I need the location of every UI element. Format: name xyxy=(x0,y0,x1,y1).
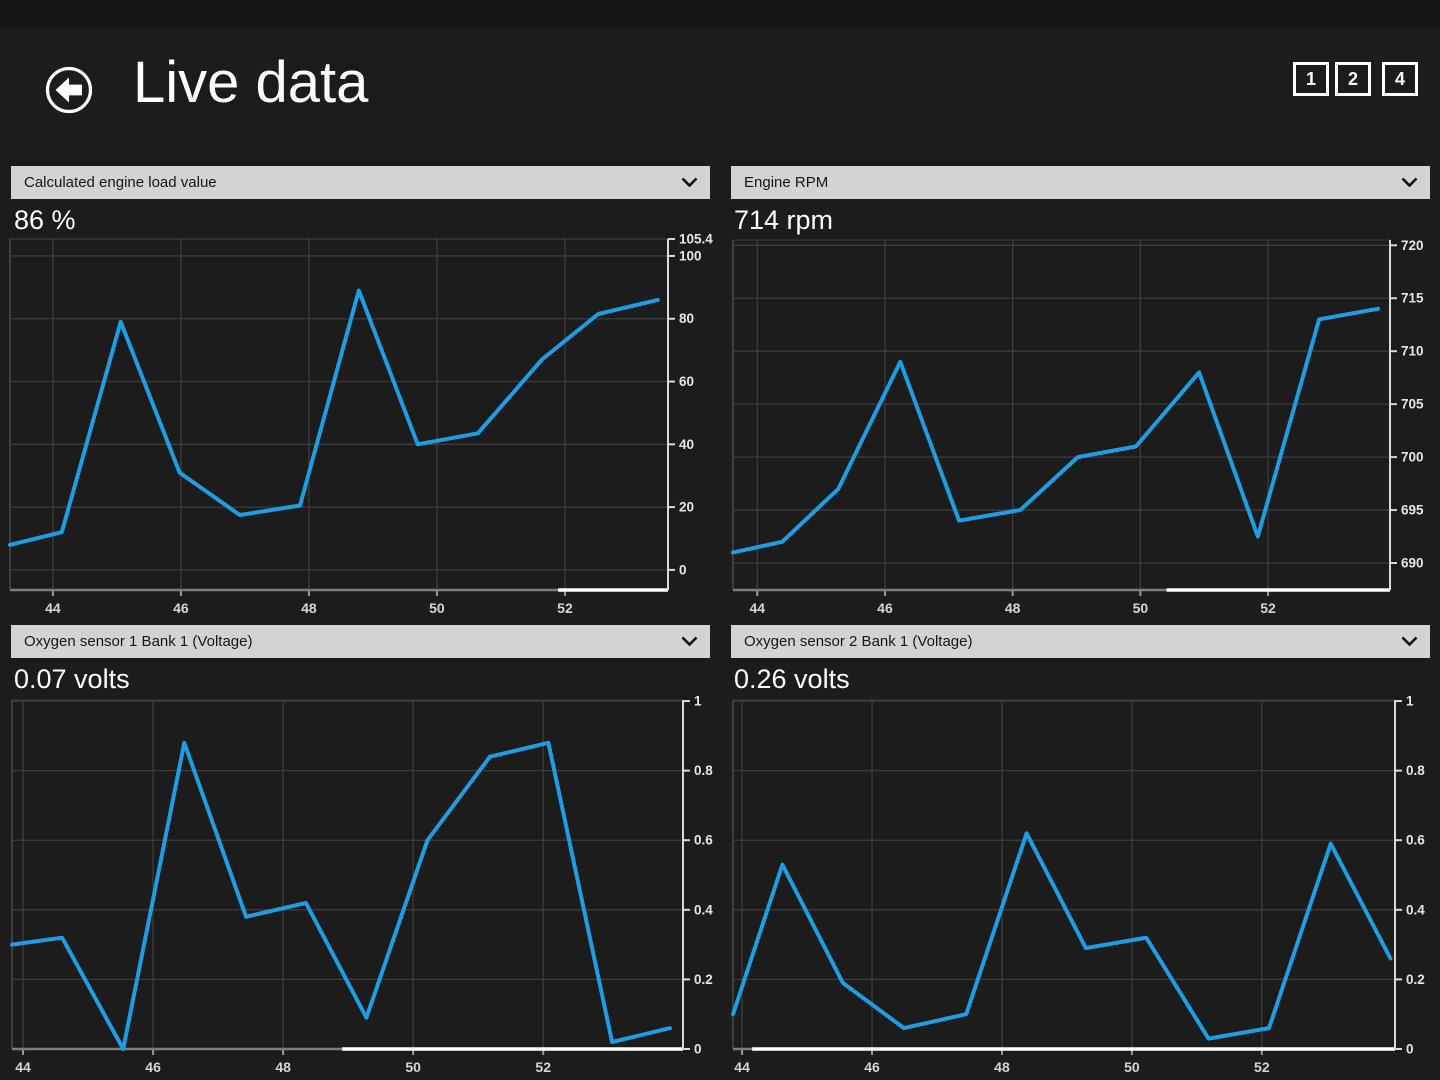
layout-4-button[interactable]: 4 xyxy=(1382,62,1418,96)
svg-text:46: 46 xyxy=(145,1059,161,1075)
svg-text:710: 710 xyxy=(1401,344,1424,359)
svg-text:44: 44 xyxy=(45,600,61,616)
svg-text:0.8: 0.8 xyxy=(694,763,713,778)
svg-text:1: 1 xyxy=(1406,694,1414,709)
svg-text:105.4: 105.4 xyxy=(679,232,713,247)
svg-text:50: 50 xyxy=(1124,1059,1140,1075)
series-line xyxy=(731,306,1380,555)
current-value-o2-sensor1: 0.07 volts xyxy=(14,664,130,694)
grid xyxy=(9,238,668,590)
svg-text:52: 52 xyxy=(535,1059,551,1075)
series-line xyxy=(731,831,1393,1041)
current-value-o2-sensor2: 0.26 volts xyxy=(734,664,850,694)
svg-text:695: 695 xyxy=(1401,503,1424,518)
svg-text:0.6: 0.6 xyxy=(694,833,713,848)
svg-text:1: 1 xyxy=(694,694,702,709)
series-line xyxy=(10,740,672,1051)
svg-text:44: 44 xyxy=(734,1059,750,1075)
window-top-strip xyxy=(0,0,1440,28)
back-icon xyxy=(45,66,93,114)
grid xyxy=(732,239,1390,590)
svg-text:52: 52 xyxy=(1254,1059,1270,1075)
svg-text:20: 20 xyxy=(679,500,694,515)
svg-text:46: 46 xyxy=(877,600,893,616)
chevron-down-icon xyxy=(1401,177,1418,188)
svg-text:48: 48 xyxy=(994,1059,1010,1075)
layout-4-label: 4 xyxy=(1394,68,1405,89)
y-axis: 0 0.2 0.4 0.6 0.8 1 xyxy=(682,694,713,1057)
svg-text:690: 690 xyxy=(1401,555,1424,570)
sensor-select-o2-sensor2[interactable]: Oxygen sensor 2 Bank 1 (Voltage) xyxy=(731,625,1430,658)
x-axis: 44 46 48 50 52 xyxy=(10,588,668,616)
chevron-down-icon xyxy=(681,636,698,647)
svg-text:0.4: 0.4 xyxy=(694,902,713,917)
chevron-down-icon xyxy=(681,177,698,188)
svg-text:48: 48 xyxy=(301,600,317,616)
sensor-select-engine-load[interactable]: Calculated engine load value xyxy=(11,166,710,199)
svg-text:700: 700 xyxy=(1401,450,1424,465)
svg-text:46: 46 xyxy=(173,600,189,616)
svg-text:50: 50 xyxy=(405,1059,421,1075)
svg-text:48: 48 xyxy=(275,1059,291,1075)
x-axis: 44 46 48 50 52 xyxy=(733,1047,1395,1075)
grid xyxy=(11,699,683,1050)
svg-text:0.2: 0.2 xyxy=(1406,972,1425,987)
svg-text:50: 50 xyxy=(1133,600,1149,616)
svg-text:720: 720 xyxy=(1401,238,1424,253)
chart-engine-rpm: 44 46 48 50 52 690 695 700 705 710 715 720 xyxy=(731,238,1424,616)
layout-1-button[interactable]: 1 xyxy=(1293,62,1329,96)
chart-o2-bank1-sensor2: 44 46 48 50 52 0 0.2 0.4 0.6 0.8 1 xyxy=(731,694,1425,1075)
layout-1-label: 1 xyxy=(1305,68,1316,89)
series-line xyxy=(8,288,660,547)
svg-text:44: 44 xyxy=(15,1059,31,1075)
svg-text:0.8: 0.8 xyxy=(1406,763,1425,778)
sensor-select-label: Engine RPM xyxy=(744,174,829,191)
x-axis: 44 46 48 50 52 xyxy=(733,588,1390,616)
svg-text:0.4: 0.4 xyxy=(1406,902,1425,917)
back-button[interactable] xyxy=(45,66,93,114)
y-axis: 690 695 700 705 710 715 720 xyxy=(1389,238,1424,590)
sensor-select-engine-rpm[interactable]: Engine RPM xyxy=(731,166,1430,199)
sensor-select-label: Oxygen sensor 1 Bank 1 (Voltage) xyxy=(24,633,253,650)
svg-text:52: 52 xyxy=(1260,600,1276,616)
svg-text:0: 0 xyxy=(694,1042,702,1057)
chart-o2-bank1-sensor1: 44 46 48 50 52 0 0.2 0.4 0.6 0.8 1 xyxy=(10,694,713,1075)
svg-text:48: 48 xyxy=(1005,600,1021,616)
chevron-down-icon xyxy=(1401,636,1418,647)
svg-text:46: 46 xyxy=(864,1059,880,1075)
svg-text:60: 60 xyxy=(679,374,694,389)
svg-text:100: 100 xyxy=(679,248,702,263)
sensor-select-label: Calculated engine load value xyxy=(24,174,217,191)
app-header: Live data 1 2 4 xyxy=(0,0,1440,160)
sensor-select-o2-sensor1[interactable]: Oxygen sensor 1 Bank 1 (Voltage) xyxy=(11,625,710,658)
current-value-engine-rpm: 714 rpm xyxy=(734,205,834,235)
svg-text:44: 44 xyxy=(749,600,765,616)
current-value-engine-load: 86 % xyxy=(14,205,76,235)
y-axis: 0 0.2 0.4 0.6 0.8 1 xyxy=(1394,694,1425,1057)
svg-text:80: 80 xyxy=(679,311,694,326)
svg-text:715: 715 xyxy=(1401,291,1424,306)
layout-2-label: 2 xyxy=(1347,68,1358,89)
sensor-select-label: Oxygen sensor 2 Bank 1 (Voltage) xyxy=(744,633,973,650)
svg-text:40: 40 xyxy=(679,437,694,452)
layout-2-button[interactable]: 2 xyxy=(1335,62,1371,96)
layout-switcher: 1 2 4 xyxy=(1293,62,1418,96)
x-axis: 44 46 48 50 52 xyxy=(12,1047,683,1075)
svg-text:52: 52 xyxy=(557,600,573,616)
svg-text:705: 705 xyxy=(1401,397,1424,412)
svg-text:0.2: 0.2 xyxy=(694,972,713,987)
svg-text:0: 0 xyxy=(679,562,687,577)
grid xyxy=(732,699,1395,1050)
svg-text:0.6: 0.6 xyxy=(1406,833,1425,848)
svg-text:50: 50 xyxy=(429,600,445,616)
page-title: Live data xyxy=(133,50,369,115)
svg-text:0: 0 xyxy=(1406,1042,1414,1057)
